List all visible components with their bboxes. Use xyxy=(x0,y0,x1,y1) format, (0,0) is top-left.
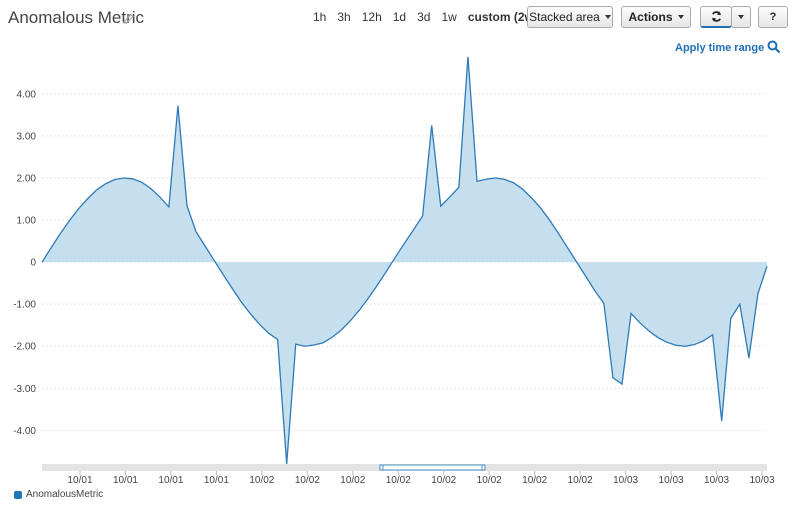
x-tick-label: 10/01 xyxy=(67,475,92,486)
y-tick-label: -4.00 xyxy=(13,426,36,437)
help-button[interactable]: ? xyxy=(758,6,788,28)
range-custom-label: custom (2w) xyxy=(467,10,538,24)
y-tick-label: 4.00 xyxy=(17,89,37,100)
actions-label: Actions xyxy=(628,10,673,24)
range-1w[interactable]: 1w xyxy=(441,10,457,24)
chevron-down-icon xyxy=(677,15,684,19)
legend-label: AnomalousMetric xyxy=(26,489,104,500)
x-tick-label: 10/03 xyxy=(659,475,684,486)
x-tick-label: 10/02 xyxy=(295,475,320,486)
x-tick-label: 10/02 xyxy=(249,475,274,486)
pencil-icon[interactable] xyxy=(122,12,136,26)
y-tick-label: 3.00 xyxy=(17,131,37,142)
y-tick-label: 0 xyxy=(30,258,36,269)
page-title: Anomalous Metric xyxy=(8,8,145,27)
legend[interactable]: AnomalousMetric xyxy=(14,489,103,500)
actions-button[interactable]: Actions xyxy=(621,6,691,28)
range-3d[interactable]: 3d xyxy=(417,10,431,24)
range-1h[interactable]: 1h xyxy=(313,10,327,24)
x-tick-label: 10/02 xyxy=(431,475,456,486)
x-tick-label: 10/03 xyxy=(749,475,774,486)
y-tick-label: 2.00 xyxy=(17,173,37,184)
scrollbar-handle-right[interactable] xyxy=(481,464,486,471)
chart-type-label: Stacked area xyxy=(529,10,600,24)
range-3h[interactable]: 3h xyxy=(337,10,351,24)
time-scrollbar-thumb[interactable] xyxy=(381,464,485,471)
y-tick-label: 1.00 xyxy=(17,216,37,227)
x-tick-label: 10/02 xyxy=(568,475,593,486)
x-tick-label: 10/03 xyxy=(613,475,638,486)
x-tick-label: 10/01 xyxy=(204,475,229,486)
y-tick-label: -2.00 xyxy=(13,342,36,353)
x-tick-label: 10/02 xyxy=(522,475,547,486)
x-tick-label: 10/02 xyxy=(340,475,365,486)
range-1d[interactable]: 1d xyxy=(392,10,407,24)
x-tick-label: 10/03 xyxy=(704,475,729,486)
series-area-fill xyxy=(42,56,767,464)
time-range-selector: 1h 3h 12h 1d 3d 1w custom (2w) xyxy=(313,10,548,24)
y-tick-label: -3.00 xyxy=(13,384,36,395)
y-tick-label: -1.00 xyxy=(13,300,36,311)
chart-type-dropdown[interactable]: Stacked area xyxy=(527,6,613,28)
x-tick-label: 10/02 xyxy=(477,475,502,486)
apply-time-range-link[interactable]: Apply time range xyxy=(675,42,765,54)
chevron-down-icon xyxy=(738,15,744,19)
y-axis: 4.00 3.00 2.00 1.00 0 -1.00 -2.00 -3.00 -4.00 xyxy=(13,89,36,436)
help-label: ? xyxy=(769,11,777,23)
x-axis: 10/01 10/01 10/01 10/01 10/02 10/02 10/02 10/02… xyxy=(67,471,775,486)
scrollbar-handle-left[interactable] xyxy=(379,464,384,471)
refresh-icon xyxy=(711,11,721,22)
x-tick-label: 10/01 xyxy=(113,475,138,486)
x-tick-label: 10/01 xyxy=(158,475,183,486)
series-line xyxy=(41,56,768,465)
chevron-down-icon xyxy=(604,15,611,19)
legend-swatch xyxy=(14,490,22,499)
x-tick-label: 10/02 xyxy=(386,475,411,486)
refresh-options-dropdown[interactable] xyxy=(731,6,751,28)
search-icon[interactable] xyxy=(767,40,781,54)
range-12h[interactable]: 12h xyxy=(361,10,382,24)
